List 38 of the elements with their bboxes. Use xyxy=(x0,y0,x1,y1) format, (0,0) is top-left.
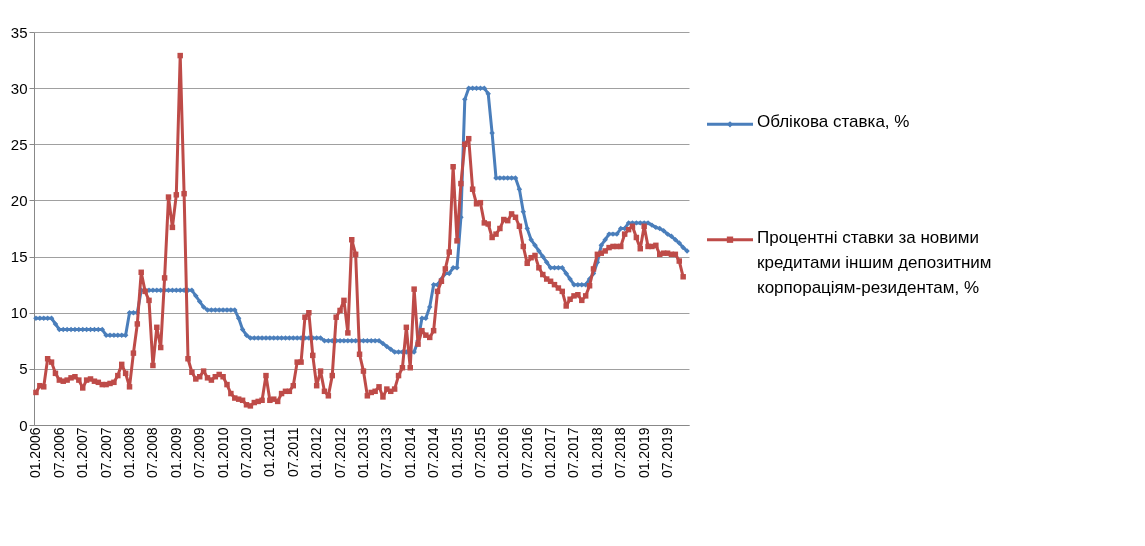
x-tick-label: 01.2010 xyxy=(214,427,231,479)
y-tick-label: 15 xyxy=(10,248,28,266)
x-tick-label: 01.2006 xyxy=(27,427,44,479)
x-tick-label: 01.2009 xyxy=(167,427,184,479)
x-tick-label: 01.2016 xyxy=(495,427,512,479)
x-tick-label: 07.2008 xyxy=(144,427,161,479)
x-tick-label: 07.2011 xyxy=(284,427,301,478)
y-tick-label: 10 xyxy=(10,304,28,322)
x-tick-label: 01.2015 xyxy=(448,427,465,479)
x-tick-label: 07.2013 xyxy=(378,427,395,479)
legend-label: Облікова ставка, % xyxy=(757,112,910,132)
x-tick-label: 01.2014 xyxy=(401,427,418,479)
x-tick-label: 07.2015 xyxy=(471,427,488,479)
y-tick-label: 30 xyxy=(10,79,28,97)
y-tick-label: 25 xyxy=(10,135,28,153)
x-tick-label: 01.2018 xyxy=(588,427,605,479)
x-tick-label: 07.2019 xyxy=(659,427,676,479)
x-tick-label: 07.2009 xyxy=(191,427,208,479)
y-tick-label: 5 xyxy=(19,360,28,378)
y-tick-label: 0 xyxy=(19,416,28,434)
x-tick-label: 07.2014 xyxy=(425,427,442,479)
x-tick-label: 07.2017 xyxy=(565,427,582,479)
x-tick-label: 01.2013 xyxy=(354,427,371,479)
x-tick-label: 07.2006 xyxy=(50,427,67,479)
x-tick-label: 01.2019 xyxy=(635,427,652,479)
y-tick-label: 35 xyxy=(10,23,28,41)
x-tick-label: 07.2018 xyxy=(612,427,629,479)
legend-label: Процентні ставки за новими кредитами іншим депозитним корпораціям-резидентам, % xyxy=(757,227,992,297)
x-tick-label: 01.2007 xyxy=(74,427,91,479)
x-tick-label: 07.2016 xyxy=(518,427,535,479)
x-tick-label: 07.2010 xyxy=(237,427,254,479)
x-tick-label: 07.2007 xyxy=(97,427,114,479)
y-tick-label: 20 xyxy=(10,191,28,209)
x-tick-label: 01.2011 xyxy=(261,427,278,478)
x-tick-label: 01.2017 xyxy=(542,427,559,479)
x-tick-label: 01.2008 xyxy=(121,427,138,479)
x-tick-label: 07.2012 xyxy=(331,427,348,479)
x-tick-label: 01.2012 xyxy=(308,427,325,479)
